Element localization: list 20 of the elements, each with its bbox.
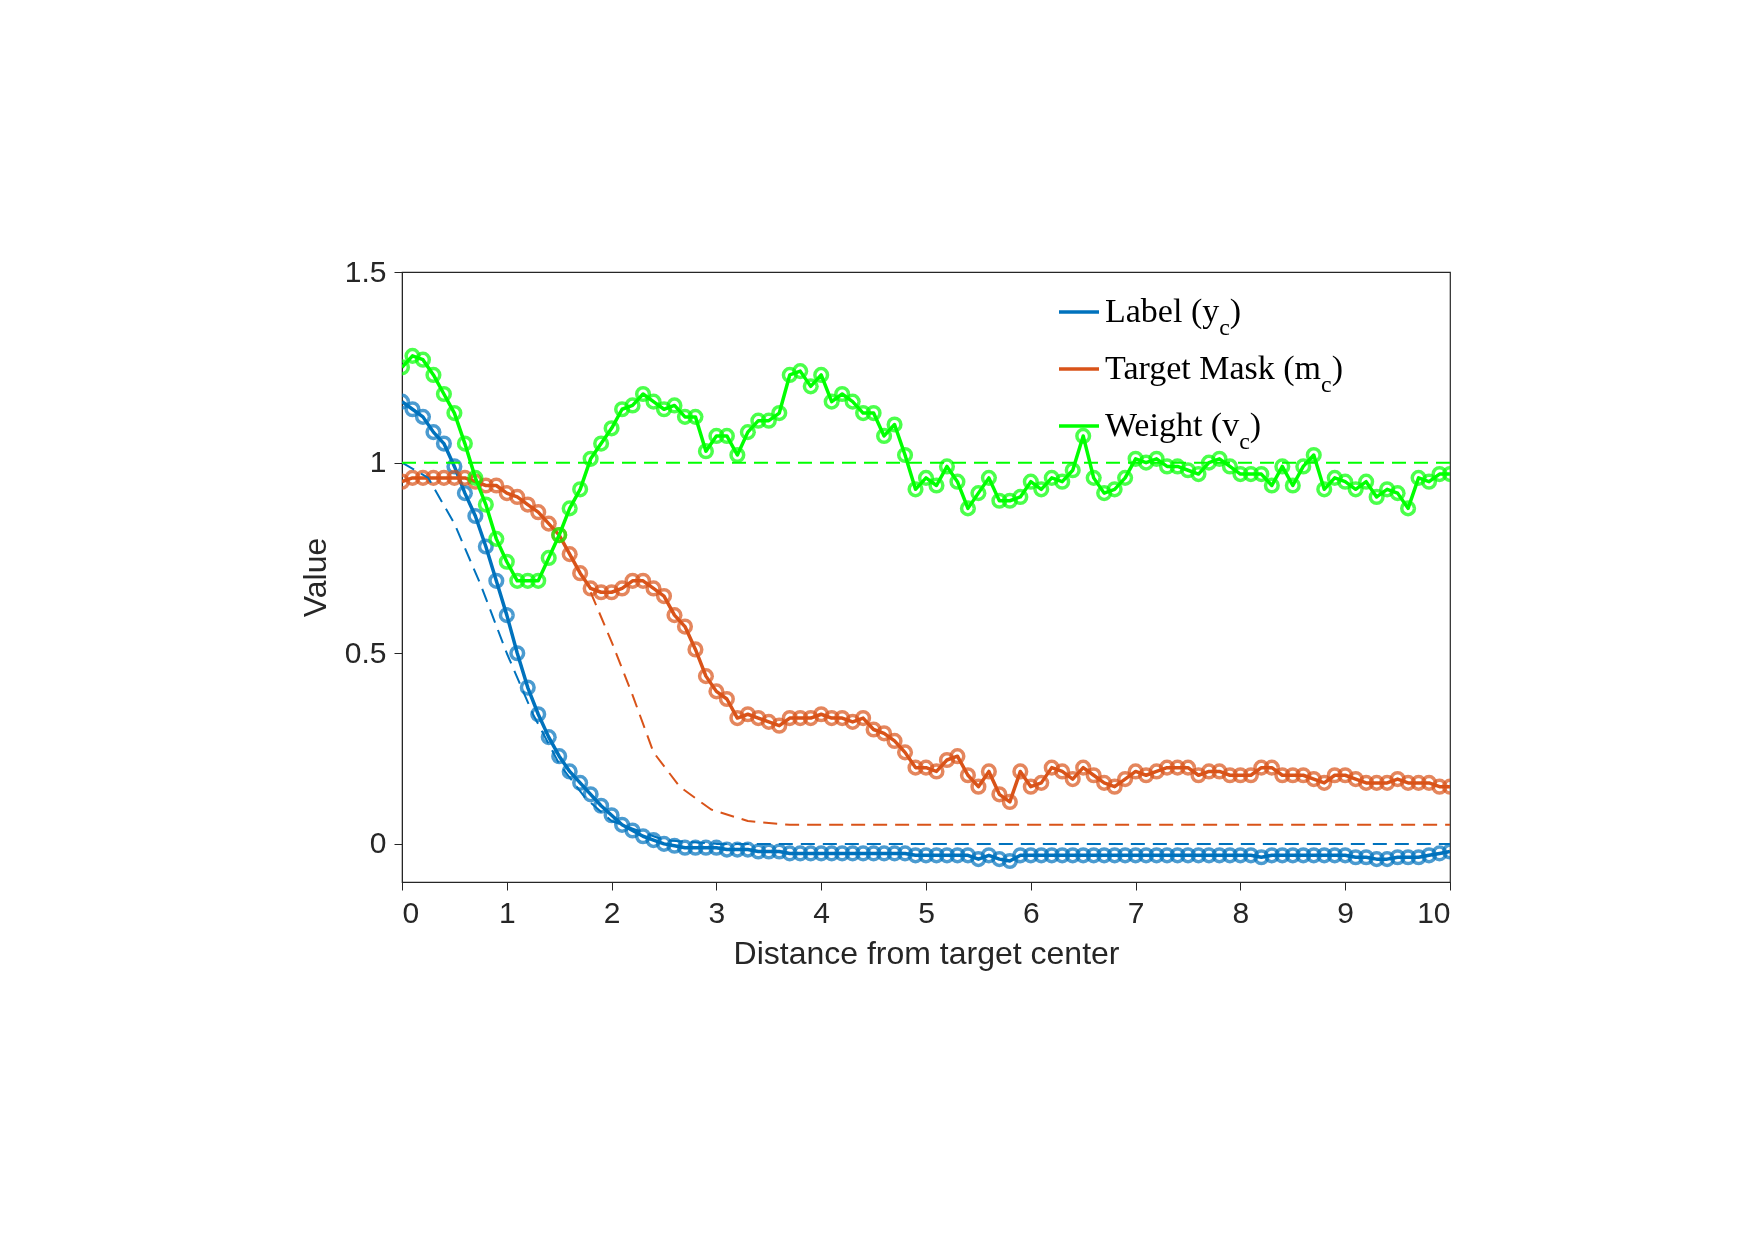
y-tick-label: 1.5 bbox=[344, 254, 387, 288]
x-tick-label: 1 bbox=[498, 895, 516, 929]
x-tick-label: 6 bbox=[1022, 895, 1040, 929]
x-tick-label: 0 bbox=[402, 895, 420, 929]
x-tick-label: 2 bbox=[603, 895, 621, 929]
legend-label: Target Mask (m$_{c}$) bbox=[1105, 349, 1343, 397]
y-tick-label: 0 bbox=[369, 826, 387, 860]
x-tick-label: 3 bbox=[708, 895, 726, 929]
x-tick-label: 8 bbox=[1232, 895, 1250, 929]
y-tick-label: 0.5 bbox=[344, 635, 387, 669]
x-tick-label: 4 bbox=[813, 895, 831, 929]
y-tick-label: 1 bbox=[369, 445, 387, 479]
x-axis-title: Distance from target center bbox=[733, 934, 1120, 971]
x-tick-label: 5 bbox=[918, 895, 935, 929]
legend-label: Weight (v$_{c}$) bbox=[1105, 406, 1262, 454]
x-tick-label: 7 bbox=[1127, 895, 1145, 929]
x-tick-label: 9 bbox=[1337, 895, 1355, 929]
legend-label: Label (y$_{c}$) bbox=[1105, 292, 1242, 340]
y-axis-title: Value bbox=[296, 537, 333, 618]
x-tick-label: 10 bbox=[1417, 895, 1451, 929]
